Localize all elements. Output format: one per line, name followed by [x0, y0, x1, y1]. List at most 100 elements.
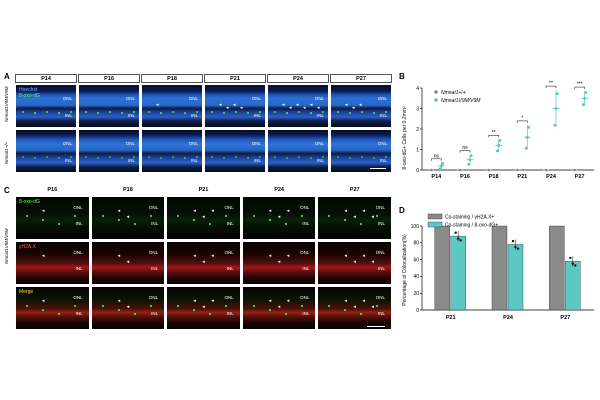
bar-point: [511, 239, 515, 243]
signal-dot: [268, 309, 271, 311]
legend-label: Nmnat1V9M/V9M: [441, 98, 481, 104]
bar-8oxodg: [565, 261, 581, 311]
onl-label: ONL: [300, 205, 310, 210]
mutant-point: [468, 158, 472, 162]
signal-dot: [177, 305, 180, 307]
signal-dot: [117, 309, 120, 311]
arrowhead-icon: ◂: [344, 208, 347, 214]
arrowhead-icon: ◂: [42, 298, 45, 304]
legend-label: Co-staining / γH2A.X+: [445, 215, 494, 221]
signal-dot: [209, 223, 212, 225]
signal-dot: [109, 111, 111, 113]
inl-label: INL: [151, 221, 159, 226]
signal-dot: [223, 157, 225, 159]
signal-dot: [211, 156, 213, 158]
arrowhead-icon: ◂: [268, 253, 272, 259]
bar-point: [514, 245, 517, 249]
x-tick-label: P21: [446, 315, 456, 321]
panel-c-image-tile: ONL INL ◂ ◂ ◂: [166, 241, 241, 285]
signal-dot: [300, 215, 303, 217]
panel-c-col-head: P27: [349, 187, 360, 193]
signal-dot: [101, 215, 104, 217]
inl-label: INL: [226, 311, 234, 316]
bar-8oxodg: [507, 244, 524, 311]
bar-point: [456, 237, 460, 240]
x-tick-label: P27: [560, 315, 570, 321]
signal-dot: [298, 111, 300, 113]
mutant-point: [498, 139, 502, 142]
panel-a-row-label-mutant: Nmnat1V9M/V9M: [4, 86, 9, 122]
panel-d-letter: D: [399, 206, 405, 215]
bar-gh2ax: [549, 225, 565, 311]
signal-dot: [42, 219, 44, 221]
bar-point: [574, 264, 577, 267]
mutant-point: [553, 123, 557, 127]
sig-label: *: [521, 115, 523, 121]
onl-label: ONL: [148, 295, 159, 300]
panel-c-image-tile: ONL INL ◂ ◂: [90, 286, 166, 330]
panel-c-col-head: P16: [47, 187, 58, 193]
inl-label: INL: [377, 221, 385, 226]
onl-label: ONL: [300, 295, 310, 300]
onl-label: ONL: [148, 250, 159, 255]
signal-dot: [344, 219, 347, 221]
onl-label: ONL: [300, 250, 310, 255]
inl-label: INL: [151, 266, 159, 271]
inl-label: INL: [302, 266, 310, 271]
wt-point: [516, 168, 519, 172]
arrowhead-icon: ◂: [211, 253, 214, 259]
panel-c-image-tile: ONL INL ◂ ◂ ◂: [241, 286, 317, 330]
signal-dot: [196, 156, 198, 158]
panel-a-image-tile: ONL INL ◂: [141, 84, 203, 128]
onl-label: ONL: [148, 205, 159, 210]
signal-dot: [385, 111, 387, 113]
signal-dot: [373, 112, 375, 114]
x-tick-label: P14: [431, 174, 442, 180]
signal-dot: [211, 111, 213, 113]
y-tick-label: 80: [413, 241, 419, 247]
y-tick-label: 0: [416, 308, 419, 314]
arrowhead-icon: ◂: [353, 259, 356, 265]
arrowhead-icon: ◂: [352, 105, 355, 111]
x-tick-label: P24: [546, 174, 557, 180]
arrowhead-icon: ◂: [193, 253, 196, 259]
arrowhead-icon: ◂: [317, 105, 320, 111]
arrowhead-icon: ◂: [310, 102, 313, 108]
signal-dot: [328, 215, 331, 217]
signal-dot: [310, 157, 312, 159]
onl-label: ONL: [125, 141, 135, 146]
signal-dot: [74, 215, 76, 217]
signal-dot: [284, 223, 287, 225]
wt-point: [430, 168, 433, 172]
signal-dot: [85, 111, 87, 113]
arrowhead-icon: ◂: [211, 298, 214, 304]
panel-c-letter: C: [4, 186, 10, 195]
mutant-point: [525, 135, 529, 139]
arrowhead-icon: ◂: [202, 214, 205, 220]
inl-label: INL: [253, 113, 261, 118]
bar-point: [454, 231, 457, 234]
signal-dot: [148, 156, 150, 158]
wt-point: [487, 168, 490, 172]
legend-label: Co-staining / 8-oxo-dG+: [445, 223, 498, 229]
signal-dot: [349, 157, 351, 159]
mutant-point: [441, 162, 444, 165]
legend-swatch: [434, 98, 438, 102]
signal-dot: [373, 157, 375, 159]
signal-dot: [247, 157, 249, 159]
panel-a-col-head: P21: [204, 74, 266, 83]
panel-d-chart: Percentage of Colocalization(%) 0 20 40 60 8…: [402, 213, 594, 321]
sig-bracket: [488, 135, 499, 138]
signal-dot: [133, 313, 136, 315]
panel-c-col-head: P18: [122, 187, 133, 193]
inl-label: INL: [75, 221, 83, 226]
signal-dot: [193, 219, 196, 221]
mutant-point: [439, 164, 443, 168]
arrowhead-icon: ◂: [344, 298, 347, 304]
panel-c-image-tile: ONL INL ◂ ◂ ◂: [166, 286, 241, 330]
mutant-point: [554, 107, 558, 110]
onl-label: ONL: [224, 250, 234, 255]
y-tick-label: 2: [416, 127, 419, 133]
onl-label: ONL: [314, 141, 324, 146]
signal-dot: [223, 112, 225, 114]
